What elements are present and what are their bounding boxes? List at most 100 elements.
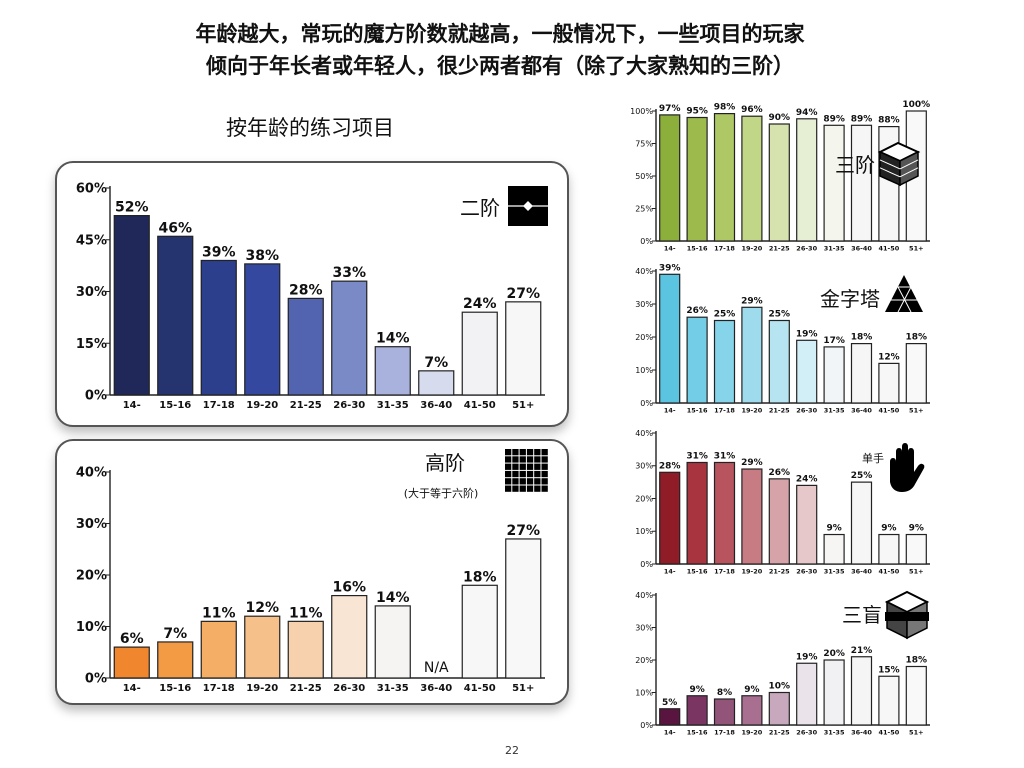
big-cube-icon-cell [505, 485, 512, 492]
chart-3-value-label: 12% [878, 352, 900, 362]
chart-5-bar [878, 675, 900, 726]
chart-1-bar [331, 594, 368, 679]
3x3-cube-icon-right [899, 150, 919, 187]
chart-0-category-label: 26-30 [333, 400, 365, 411]
chart-5-category-label: 19-20 [742, 729, 763, 737]
chart-2-value-label: 100% [902, 100, 930, 110]
chart-2-y-tick-label: 25% [635, 204, 653, 213]
3x3-cube-icon-grid [879, 167, 901, 178]
big-cube-icon-cell [505, 456, 512, 463]
chart-1-value-label: 27% [506, 523, 540, 539]
big-cube-icon-cell [512, 470, 519, 478]
chart-1-y-tick-label: 10% [76, 620, 107, 635]
chart-1-category-label: 19-20 [246, 683, 278, 694]
chart-4-title: 单手 [862, 451, 884, 465]
header-line-2: 倾向于年长者或年轻人，很少两者都有（除了大家熟知的三阶） [206, 54, 794, 78]
chart-0-y-tick-label: 0% [85, 389, 107, 404]
chart-1-y-tick-label: 20% [76, 569, 107, 584]
chart-4-y-tick-label: 30% [635, 462, 653, 471]
chart-3-category-label: 41-50 [879, 407, 900, 415]
big-cube-icon-cell [534, 485, 541, 492]
big-cube-icon-cell [512, 456, 519, 463]
page-number: 22 [505, 744, 519, 757]
chart-0-bar [374, 346, 411, 396]
chart-5-value-label: 10% [769, 682, 791, 692]
chart-4-value-label: 31% [714, 451, 736, 461]
big-cube-icon-cell [512, 478, 519, 485]
chart-5-bar [850, 656, 873, 726]
chart-0-bar [113, 215, 150, 396]
big-cube-icon-cell [512, 449, 519, 456]
chart-5-category-label: 41-50 [879, 729, 900, 737]
big-cube-icon-cell [534, 463, 541, 470]
chart-4-category-label: 19-20 [742, 568, 763, 576]
chart-2-value-label: 90% [769, 113, 791, 123]
chart-0-category-label: 19-20 [246, 400, 278, 411]
chart-3-bar [905, 343, 927, 404]
big-cube-icon-cell [519, 485, 526, 492]
chart-0-bar [461, 311, 498, 396]
chart-0-category-label: 51+ [512, 400, 534, 411]
chart-0-bar [157, 235, 194, 396]
chart-4-value-label: 31% [686, 451, 708, 461]
chart-0-y-tick-label: 60% [76, 182, 107, 197]
chart-4-bar [741, 468, 763, 565]
chart-3-value-label: 18% [851, 333, 873, 343]
chart-2-category-label: 15-16 [687, 245, 708, 253]
chart-5-title: 三盲 [842, 603, 882, 627]
chart-0-value-label: 33% [332, 265, 366, 281]
chart-5-bar [796, 662, 818, 726]
3x3-cube-icon-grid [899, 167, 919, 178]
chart-4-bar [659, 471, 681, 565]
chart-5-y-tick-label: 10% [635, 688, 653, 697]
3x3-cube-icon-grid [879, 159, 901, 170]
chart-2-bar [741, 115, 763, 242]
chart-1-category-label: 26-30 [333, 683, 365, 694]
chart-3-y-tick-label: 40% [635, 267, 653, 276]
chart-4-bar [796, 484, 818, 565]
big-cube-icon-cell [505, 463, 512, 470]
chart-2-y-tick-label: 75% [635, 139, 653, 148]
chart-5-category-label: 51+ [909, 729, 924, 737]
chart-1-value-label: 6% [120, 631, 144, 647]
chart-2-value-label: 88% [878, 116, 900, 126]
big-cube-icon-cell [534, 470, 541, 478]
chart-3-bar [768, 319, 790, 404]
chart-5-bar [768, 691, 790, 726]
big-cube-icon-cell [541, 449, 548, 456]
chart-3-y-tick-label: 10% [635, 366, 653, 375]
chart-0-y-tick-label: 15% [76, 337, 107, 352]
chart-1-y-tick-label: 40% [76, 466, 107, 481]
big-cube-icon-cell [526, 485, 534, 492]
chart-3-bar [659, 273, 681, 404]
chart-5-category-label: 21-25 [769, 729, 790, 737]
chart-0-y-tick-label: 30% [76, 285, 107, 300]
big-cube-icon-cell [541, 456, 548, 463]
chart-5-value-label: 19% [796, 652, 818, 662]
header-line-1: 年龄越大，常玩的魔方阶数就越高，一般情况下，一些项目的玩家 [195, 22, 805, 46]
chart-4-bar [878, 533, 900, 565]
chart-5-category-label: 15-16 [687, 729, 708, 737]
chart-2-value-label: 94% [796, 108, 818, 118]
chart-1-value-label: 16% [332, 580, 366, 596]
chart-5-y-tick-label: 20% [635, 656, 653, 665]
chart-5-value-label: 5% [662, 698, 677, 708]
chart-2-category-label: 26-30 [796, 245, 817, 253]
chart-1-value-label: 18% [463, 569, 497, 585]
chart-4-category-label: 36-40 [851, 568, 872, 576]
chart-3-y-tick-label: 30% [635, 300, 653, 309]
chart-5-bar [713, 698, 736, 726]
chart-2-y-tick-label: 50% [635, 172, 653, 181]
chart-3-category-label: 51+ [909, 407, 924, 415]
2x2-cube-icon-diamond [523, 201, 533, 211]
chart-2-category-label: 36-40 [851, 245, 872, 253]
chart-3-value-label: 19% [796, 329, 818, 339]
chart-4-value-label: 9% [909, 524, 924, 534]
chart-0-value-label: 39% [202, 244, 236, 260]
hand-icon-shape [890, 443, 925, 492]
chart-5-category-label: 26-30 [796, 729, 817, 737]
chart-1-bar [374, 605, 411, 679]
chart-2-value-label: 95% [686, 107, 708, 117]
chart-3-category-label: 17-18 [714, 407, 735, 415]
